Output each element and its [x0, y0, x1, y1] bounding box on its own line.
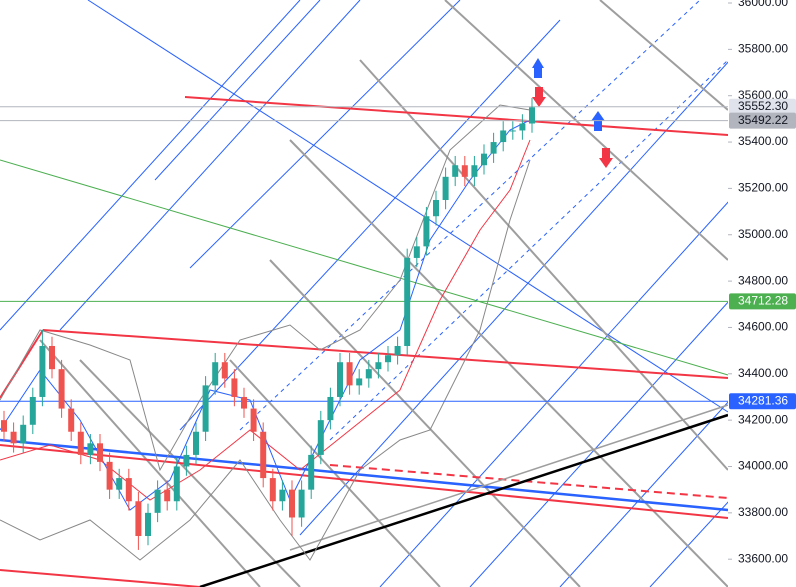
candle-body	[260, 431, 267, 479]
candle-body	[375, 362, 382, 370]
red-dashed-line	[329, 464, 729, 499]
candle-body	[77, 431, 84, 455]
candle-body	[68, 408, 75, 432]
candle-body	[49, 345, 55, 370]
candle-body	[173, 466, 180, 502]
price-tag-label: 34712.28	[738, 294, 788, 308]
candle-body	[145, 512, 151, 537]
candle-body	[509, 130, 516, 132]
y-tick-label: 35400.00	[738, 134, 788, 148]
candle-body	[1, 420, 7, 432]
candle-body	[97, 443, 103, 462]
y-tick-label: 35000.00	[738, 227, 788, 241]
candle-body	[327, 396, 334, 421]
y-tick-label: 35600.00	[738, 88, 788, 102]
candle-body	[125, 478, 132, 502]
candle-body	[394, 345, 401, 356]
candle-body	[529, 107, 535, 124]
candle-body	[250, 408, 257, 432]
candle-body	[461, 165, 468, 177]
blue-channel-lines	[0, 0, 731, 587]
gray-trend-line	[289, 404, 729, 551]
candle-body	[413, 246, 420, 258]
candle-body	[471, 165, 478, 177]
candle-body	[423, 216, 430, 247]
down-arrow	[532, 87, 546, 107]
blue-median-lines	[239, 0, 729, 441]
candle-body	[269, 478, 276, 502]
candle-body	[365, 369, 372, 379]
candle-body	[519, 123, 526, 131]
upper-band	[0, 104, 531, 472]
candle-body	[337, 362, 343, 397]
candle-body	[385, 355, 391, 363]
price-tag-label: 34281.36	[738, 393, 788, 407]
down-arrow	[599, 148, 613, 168]
y-tick-label: 34000.00	[738, 459, 788, 473]
price-tag-label: 35552.30	[738, 99, 788, 113]
candle-body	[452, 165, 459, 177]
price-tag	[729, 293, 796, 310]
candle-body	[29, 396, 36, 425]
price-tag	[729, 112, 796, 129]
y-tick-label: 35800.00	[738, 42, 788, 56]
drawings	[0, 0, 731, 587]
candle-body	[10, 431, 17, 444]
green-trend-line	[0, 159, 729, 376]
candle-body	[346, 362, 353, 386]
candle-body	[202, 385, 209, 432]
price-axis-labels: 33600.00 33800.00 34000.00 34200.00 34400.00…	[728, 0, 796, 565]
lower-band	[0, 159, 531, 561]
up-arrow	[532, 58, 544, 78]
candle-body	[490, 142, 497, 154]
y-tick-label: 34400.00	[738, 366, 788, 380]
candle-body	[442, 176, 449, 200]
y-tick-label: 34600.00	[738, 320, 788, 334]
candle-body	[298, 489, 305, 518]
y-tick-label: 34200.00	[738, 412, 788, 426]
candle-body	[221, 362, 228, 379]
candle-body	[116, 478, 123, 490]
price-tag-label: 35492.22	[738, 113, 788, 127]
candle-body	[183, 454, 190, 467]
black-trend-line	[199, 413, 729, 587]
y-tick-label: 33800.00	[738, 505, 788, 519]
candles	[0, 98, 728, 550]
y-tick-label: 33600.00	[738, 551, 788, 565]
candle-body	[279, 489, 286, 502]
candle-body	[433, 199, 439, 217]
candle-body	[193, 431, 199, 455]
red-trend-lines	[0, 96, 729, 587]
candle-body	[164, 489, 171, 502]
blue-trend-line	[0, 438, 729, 512]
y-tick-label: 35200.00	[738, 181, 788, 195]
y-tick-label: 34800.00	[738, 273, 788, 287]
candle-body	[500, 130, 507, 143]
candle-body	[39, 345, 46, 397]
candle-body	[241, 396, 247, 409]
candle-body	[87, 443, 94, 455]
candle-body	[317, 420, 324, 455]
candle-body	[356, 378, 363, 386]
price-tag	[729, 393, 796, 410]
candle-body	[58, 369, 65, 409]
candle-body	[404, 257, 411, 346]
candle-body	[308, 454, 315, 490]
candle-body	[231, 378, 238, 397]
candle-body	[212, 362, 219, 386]
candle-body	[154, 489, 161, 513]
candle-body	[481, 153, 487, 166]
candle-body	[289, 489, 295, 518]
candle-body	[106, 461, 113, 490]
y-tick-label: 36000.00	[738, 0, 788, 9]
price-tag	[729, 98, 796, 115]
candle-body	[20, 424, 27, 444]
candle-body	[135, 501, 142, 537]
